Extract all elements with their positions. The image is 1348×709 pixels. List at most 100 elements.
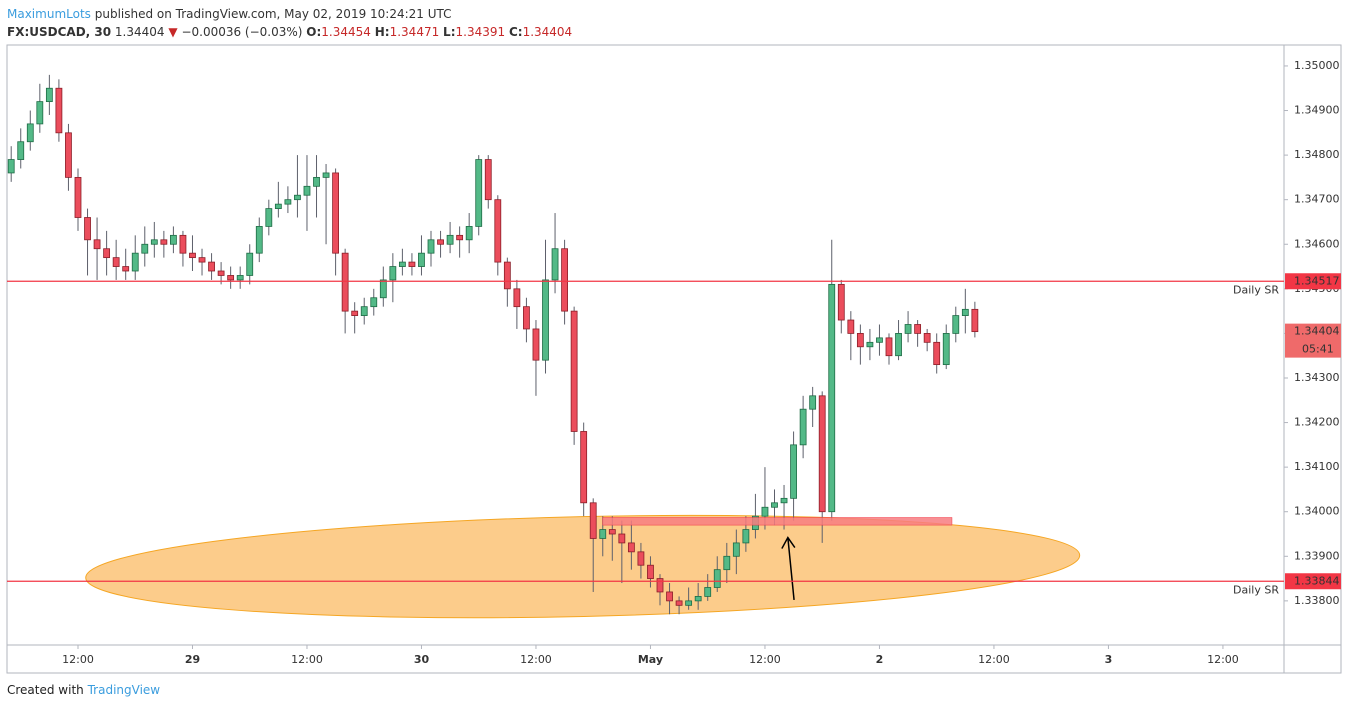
candle-body [379,279,387,299]
candle-body [685,600,693,606]
candle-body [294,194,301,201]
candle-body [589,502,597,539]
candle-body [427,239,435,254]
candle-body [627,542,635,553]
c-label: C: [508,25,523,39]
candle-body [961,308,969,316]
candle-body [561,248,568,312]
candle-body [112,257,120,267]
candle-body [389,266,397,281]
candle-body [828,283,836,513]
candle-body [675,600,683,606]
candle-body [418,252,425,267]
last-price-box [1285,323,1341,358]
candle-body [7,159,15,174]
candle-body [150,239,158,245]
candle-body [446,234,454,245]
candle-body [408,261,416,267]
zone [602,517,953,526]
candle-body [532,328,540,361]
x-tick-label: 12:00 [62,653,94,666]
footer: Created with TradingView [7,683,160,697]
sr-price: 1.34517 [1294,274,1340,287]
candle-body [608,529,616,535]
x-tick-label: 12:00 [978,653,1010,666]
candle-body [580,431,588,504]
change: −0.00036 (−0.03%) [181,25,303,39]
x-tick-label: 3 [1105,653,1113,666]
candle-body [570,310,578,432]
candle-body [503,261,511,290]
candle-body [360,306,368,316]
last: 1.34404 [114,25,165,39]
candle-body [246,252,254,276]
o-label: O: [306,25,322,39]
y-tick-label: 1.34100 [1294,460,1340,473]
y-tick-label: 1.34200 [1294,416,1340,429]
candle-body [904,324,912,334]
header-line-1: MaximumLots published on TradingView.com… [7,5,572,23]
brand[interactable]: TradingView [87,683,161,697]
candle-body [494,199,502,263]
candle-body [942,333,950,366]
candle-body [179,234,187,254]
candle-body [656,578,664,593]
candle-body [370,297,378,308]
candle-body [55,87,63,134]
candle-body [542,279,549,361]
last-price: 1.34404 [1294,325,1340,338]
candle-body [780,497,788,504]
header: MaximumLots published on TradingView.com… [7,5,572,41]
candle-body [198,257,206,263]
candle-body [484,159,492,201]
x-tick-label: 29 [185,653,200,666]
candle-body [704,587,712,597]
candle-body [74,176,82,218]
author[interactable]: MaximumLots [7,7,91,21]
candle-body [103,248,111,259]
x-tick-label: May [638,653,663,666]
candle-body [599,529,607,539]
candle-body [141,243,149,254]
candle-body [398,261,406,267]
candle-body [169,234,177,245]
l-value: 1.34391 [455,25,506,39]
candle-body [971,308,979,333]
y-tick-label: 1.33800 [1294,594,1340,607]
frame [6,44,1342,674]
candle-body [36,101,44,125]
candle-body [189,252,196,259]
candle-body [876,337,883,343]
candle-body [885,337,893,357]
created-with: Created with [7,683,84,697]
sr-label: Daily SR [1233,583,1279,596]
candle-body [93,239,101,250]
candle-body [818,395,826,513]
candle-body [694,596,702,602]
candle-body [933,341,941,366]
candle-body [45,87,53,103]
candle-body [647,564,654,579]
candle-body [895,333,902,357]
candle-body [475,159,483,227]
candle-body [809,395,817,410]
h-value: 1.34471 [389,25,440,39]
y-tick-label: 1.34600 [1294,237,1340,250]
candle-body [866,341,874,348]
candle-body [856,333,864,348]
ellipse-zone [85,514,1081,619]
candle-body [523,306,530,330]
sr-price: 1.33844 [1294,574,1340,587]
candle-body [790,444,797,499]
candle-body [227,275,235,281]
arrow-head [781,536,796,549]
candle-body [160,239,168,245]
sr-price-box [1285,573,1341,590]
x-tick-label: 12:00 [520,653,552,666]
candle-body [303,185,311,196]
candle-body [465,226,473,241]
candle-body [351,310,359,316]
candle-body [437,239,444,245]
y-tick-label: 1.34000 [1294,505,1340,518]
